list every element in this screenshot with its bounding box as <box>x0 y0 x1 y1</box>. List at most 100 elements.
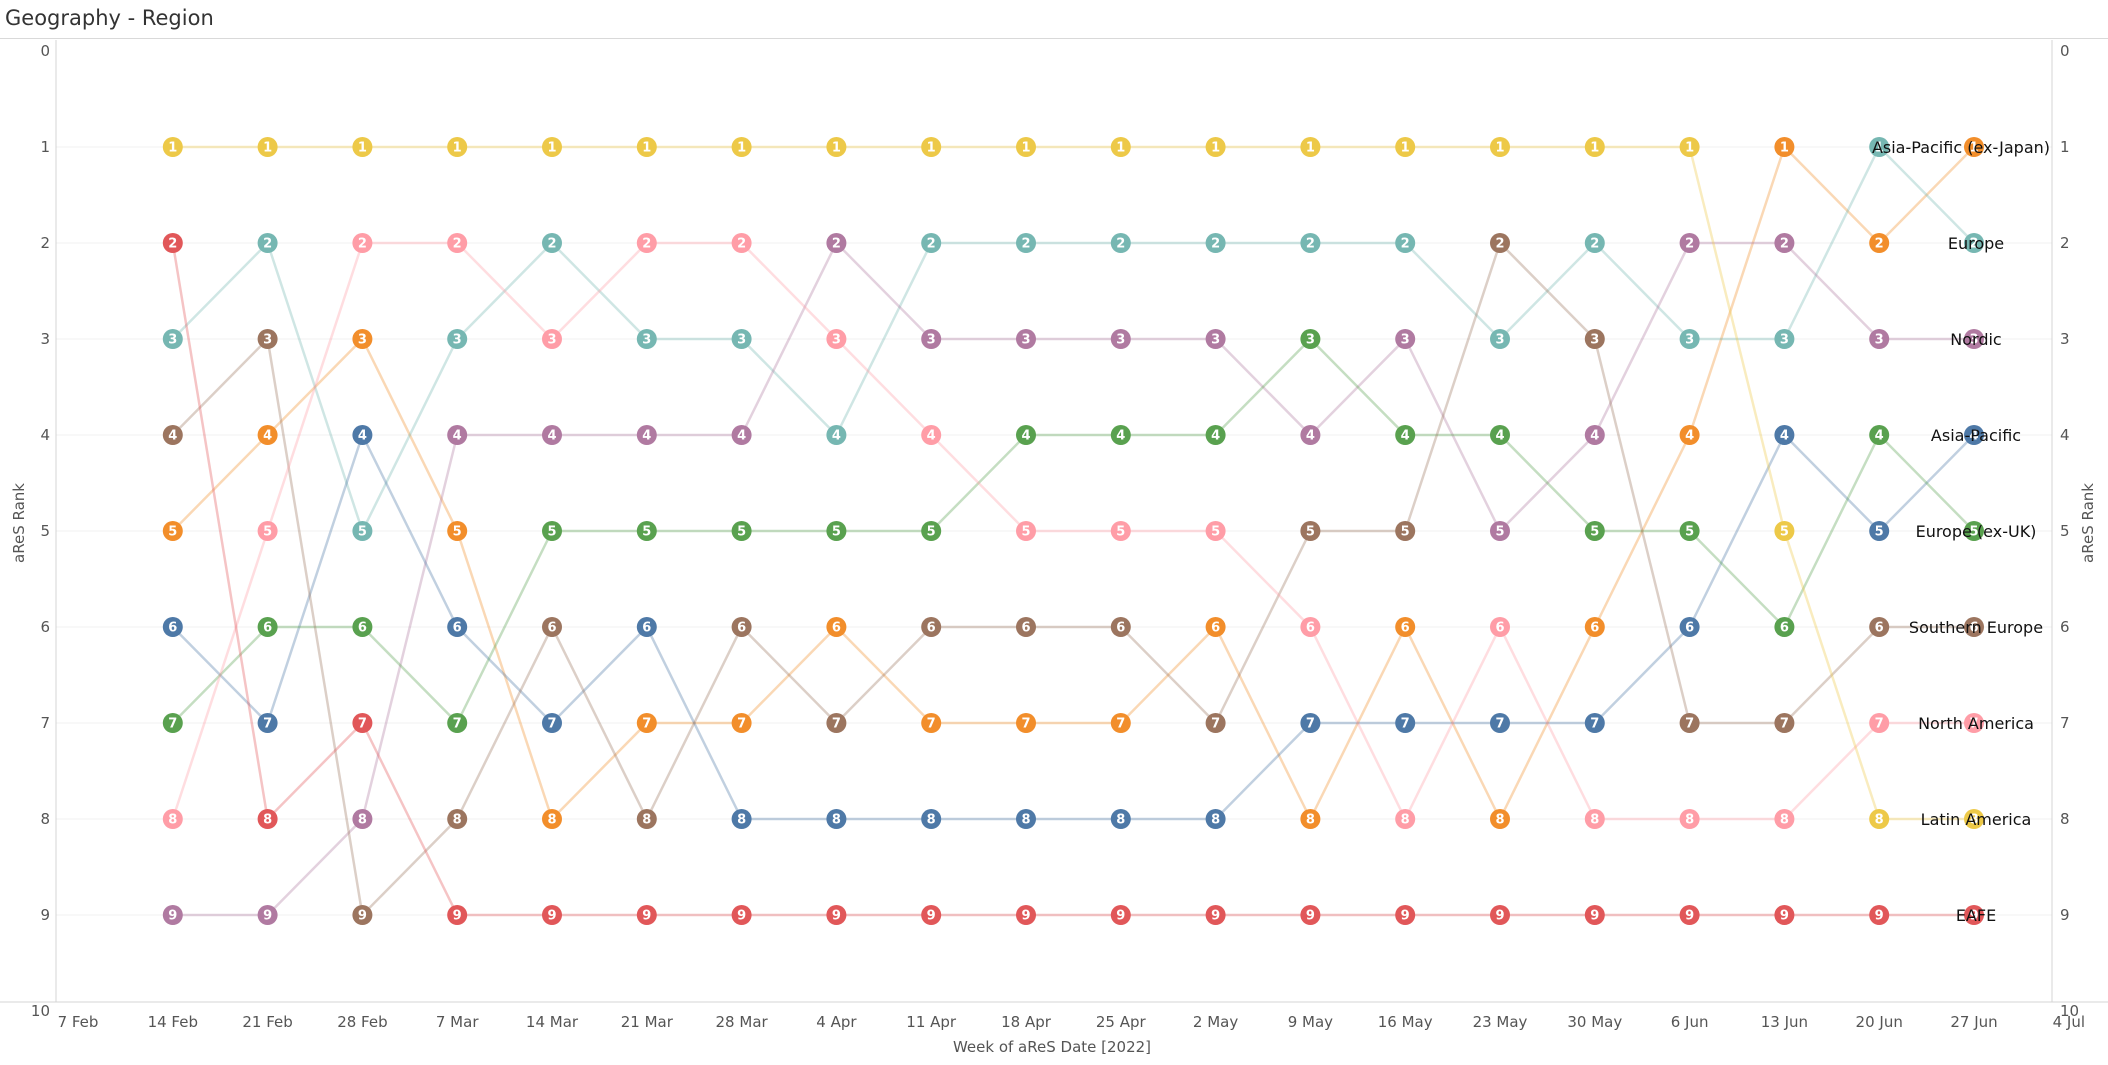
series-point <box>1679 809 1700 829</box>
series-point <box>921 521 942 541</box>
y-tick-label-left: 9 <box>40 906 50 924</box>
series-point <box>162 617 183 637</box>
series-point <box>1395 713 1416 733</box>
point-rank-label: 2 <box>1401 237 1410 252</box>
series-point <box>162 521 183 541</box>
series-line <box>172 145 1974 821</box>
series-point <box>1679 137 1700 157</box>
point-rank-label: 9 <box>1495 909 1504 924</box>
series-point <box>1395 137 1416 157</box>
series-point <box>1205 617 1226 637</box>
series-point <box>1205 425 1226 445</box>
series-point <box>921 425 942 445</box>
point-rank-label: 9 <box>547 909 556 924</box>
y-tick-label-right: 1 <box>2060 138 2070 156</box>
point-rank-label: 8 <box>453 813 462 828</box>
series-point <box>826 521 847 541</box>
point-rank-label: 6 <box>1211 621 1220 636</box>
point-rank-label: 4 <box>927 429 936 444</box>
y-tick-label-left: 3 <box>40 330 50 348</box>
point-rank-label: 2 <box>1211 237 1220 252</box>
point-rank-label: 8 <box>1401 813 1410 828</box>
point-rank-label: 3 <box>1021 333 1030 348</box>
series-end-label: Asia-Pacific <box>1931 426 2021 445</box>
series-point <box>1110 617 1131 637</box>
title-divider <box>0 38 2108 39</box>
series-point <box>447 425 468 445</box>
series-point <box>447 137 468 157</box>
series-point <box>1964 809 1984 829</box>
series-point <box>1774 617 1795 637</box>
series-point <box>257 233 278 253</box>
y-tick-label-left: 2 <box>40 234 50 252</box>
series-point <box>731 713 752 733</box>
point-rank-label: 1 <box>1116 141 1125 156</box>
point-rank-label: 1 <box>1495 141 1504 156</box>
point-rank-label: 7 <box>1211 717 1220 732</box>
series-point <box>731 425 752 445</box>
series-point <box>826 617 847 637</box>
series-point <box>1869 329 1890 349</box>
series-point <box>542 713 562 733</box>
series-end-label: Europe (ex-UK) <box>1916 522 2037 541</box>
series-point <box>1016 809 1036 829</box>
series-line <box>171 242 1974 917</box>
series-point <box>921 713 942 733</box>
series-point <box>1300 905 1321 925</box>
series-point <box>1964 233 1984 253</box>
series-line <box>171 145 1975 533</box>
series-point <box>1964 713 1984 733</box>
point-rank-label: 3 <box>453 333 462 348</box>
point-rank-label: 1 <box>737 141 746 156</box>
series-line <box>171 433 1975 821</box>
point-rank-label: 2 <box>927 237 936 252</box>
point-rank-label: 5 <box>263 525 272 540</box>
series-point <box>1016 329 1036 349</box>
series-end-label: North America <box>1918 714 2034 733</box>
series-point <box>1679 329 1700 349</box>
point-rank-label: 2 <box>1495 237 1504 252</box>
point-rank-label: 7 <box>1685 717 1694 732</box>
point-rank-label: 4 <box>1685 429 1694 444</box>
series-point <box>636 137 657 157</box>
series-point <box>636 521 657 541</box>
series-point <box>1205 521 1226 541</box>
x-tick-label: 14 Feb <box>148 1013 198 1031</box>
point-rank-label: 4 <box>358 429 367 444</box>
point-rank-label: 1 <box>1875 141 1884 156</box>
point-rank-label: 8 <box>358 813 367 828</box>
point-rank-label: 2 <box>547 237 556 252</box>
point-rank-label: 7 <box>1780 717 1789 732</box>
series-point <box>1016 233 1036 253</box>
series-point <box>1774 905 1795 925</box>
point-rank-label: 2 <box>168 237 177 252</box>
point-rank-label: 7 <box>1875 717 1884 732</box>
series-point <box>1490 137 1510 157</box>
series-marks: 5 4 3 5 8 7 7 6 7 7 7 6 8 6 8 6 4 1 2 1 3 2 5 3 2 3 3 4 2 2 2 2 2 2 3 2 3 3 1 2… <box>162 137 1984 925</box>
point-rank-label: 9 <box>1969 909 1978 924</box>
x-tick-label: 18 Apr <box>1001 1013 1052 1031</box>
point-rank-label: 5 <box>358 525 367 540</box>
point-rank-label: 2 <box>832 237 841 252</box>
series-point <box>1016 617 1036 637</box>
point-rank-label: 2 <box>1780 237 1789 252</box>
point-rank-label: 7 <box>737 717 746 732</box>
point-rank-label: 5 <box>1780 525 1789 540</box>
point-rank-label: 6 <box>453 621 462 636</box>
point-rank-label: 7 <box>1969 717 1978 732</box>
point-rank-label: 1 <box>1021 141 1030 156</box>
point-rank-label: 3 <box>1685 333 1694 348</box>
point-rank-label: 9 <box>1685 909 1694 924</box>
x-tick-label: 21 Feb <box>242 1013 292 1031</box>
point-rank-label: 7 <box>927 717 936 732</box>
series-point <box>1300 329 1321 349</box>
series-end-label: Nordic <box>1950 330 2001 349</box>
series-point <box>1774 809 1795 829</box>
point-rank-label: 4 <box>1306 429 1315 444</box>
point-rank-label: 1 <box>453 141 462 156</box>
point-rank-label: 5 <box>1875 525 1884 540</box>
series-point <box>1300 425 1321 445</box>
point-rank-label: 9 <box>1590 909 1599 924</box>
point-rank-label: 6 <box>358 621 367 636</box>
series-point <box>826 425 847 445</box>
